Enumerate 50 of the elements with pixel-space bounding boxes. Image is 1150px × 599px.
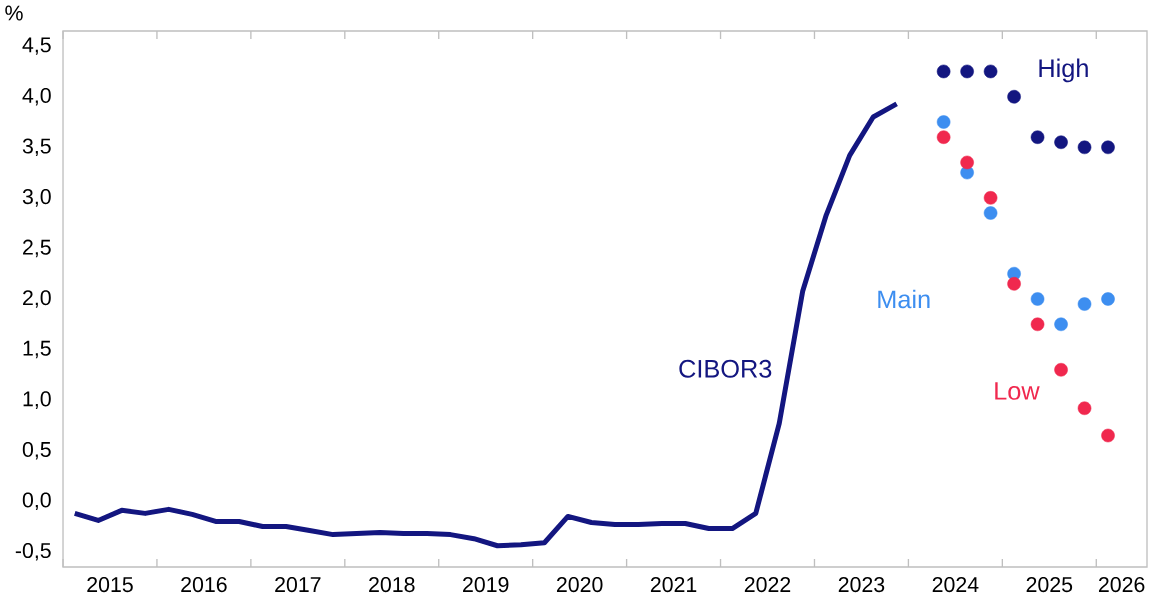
point <box>1101 140 1115 155</box>
y-tick-label: 3,5 <box>22 138 51 157</box>
x-tick-label: 2024 <box>932 577 979 593</box>
text: Main <box>878 289 930 309</box>
point <box>960 64 974 79</box>
point <box>936 64 951 79</box>
point <box>960 155 974 170</box>
point <box>936 115 951 129</box>
point <box>1054 363 1068 377</box>
point <box>1077 297 1092 311</box>
point <box>1030 292 1045 306</box>
y-tick-label: 1,0 <box>23 391 51 409</box>
point <box>936 130 951 144</box>
series-label: Low <box>995 382 1040 400</box>
x-tick-label: 2018 <box>369 577 415 593</box>
point <box>983 206 998 220</box>
y-tick-label: 1,5 <box>23 340 51 359</box>
x-tick-label: 2015 <box>87 577 133 593</box>
y-tick-label: 2,0 <box>23 290 51 308</box>
y-tick-label: 0,5 <box>22 441 51 460</box>
point <box>1077 401 1092 415</box>
y-tick-label: -0,5 <box>15 543 51 561</box>
y-tick-label: 4,0 <box>22 87 51 106</box>
point <box>1101 292 1115 306</box>
x-tick-label: 2025 <box>1026 577 1073 593</box>
x-tick-label: 2023 <box>838 577 885 593</box>
y-tick-label: 2,5 <box>23 239 51 258</box>
point <box>1054 317 1068 332</box>
x-tick-label: 2016 <box>181 577 227 593</box>
x-tick-label: 2020 <box>556 577 603 593</box>
point <box>1077 140 1092 155</box>
x-tick-label: 2021 <box>650 577 697 593</box>
point <box>1007 89 1021 104</box>
x-tick-label: 2017 <box>275 577 321 593</box>
point <box>983 191 998 205</box>
y-tick-label: 0,0 <box>22 492 51 511</box>
point <box>1030 130 1045 144</box>
point <box>1054 135 1068 150</box>
point <box>1030 317 1045 332</box>
x-tick-label: 2026 <box>1098 577 1145 593</box>
point <box>1101 428 1115 443</box>
y-tick-label: 4,5 <box>22 37 51 55</box>
x-tick-label: 2022 <box>744 577 791 593</box>
series-label: CIBOR3 <box>679 359 772 378</box>
series-label: High <box>1039 58 1088 83</box>
y-axis-title: % <box>5 5 23 21</box>
point <box>983 64 998 79</box>
point <box>1007 277 1021 291</box>
y-tick-label: 3,0 <box>22 189 51 207</box>
x-tick-label: 2019 <box>463 577 509 593</box>
